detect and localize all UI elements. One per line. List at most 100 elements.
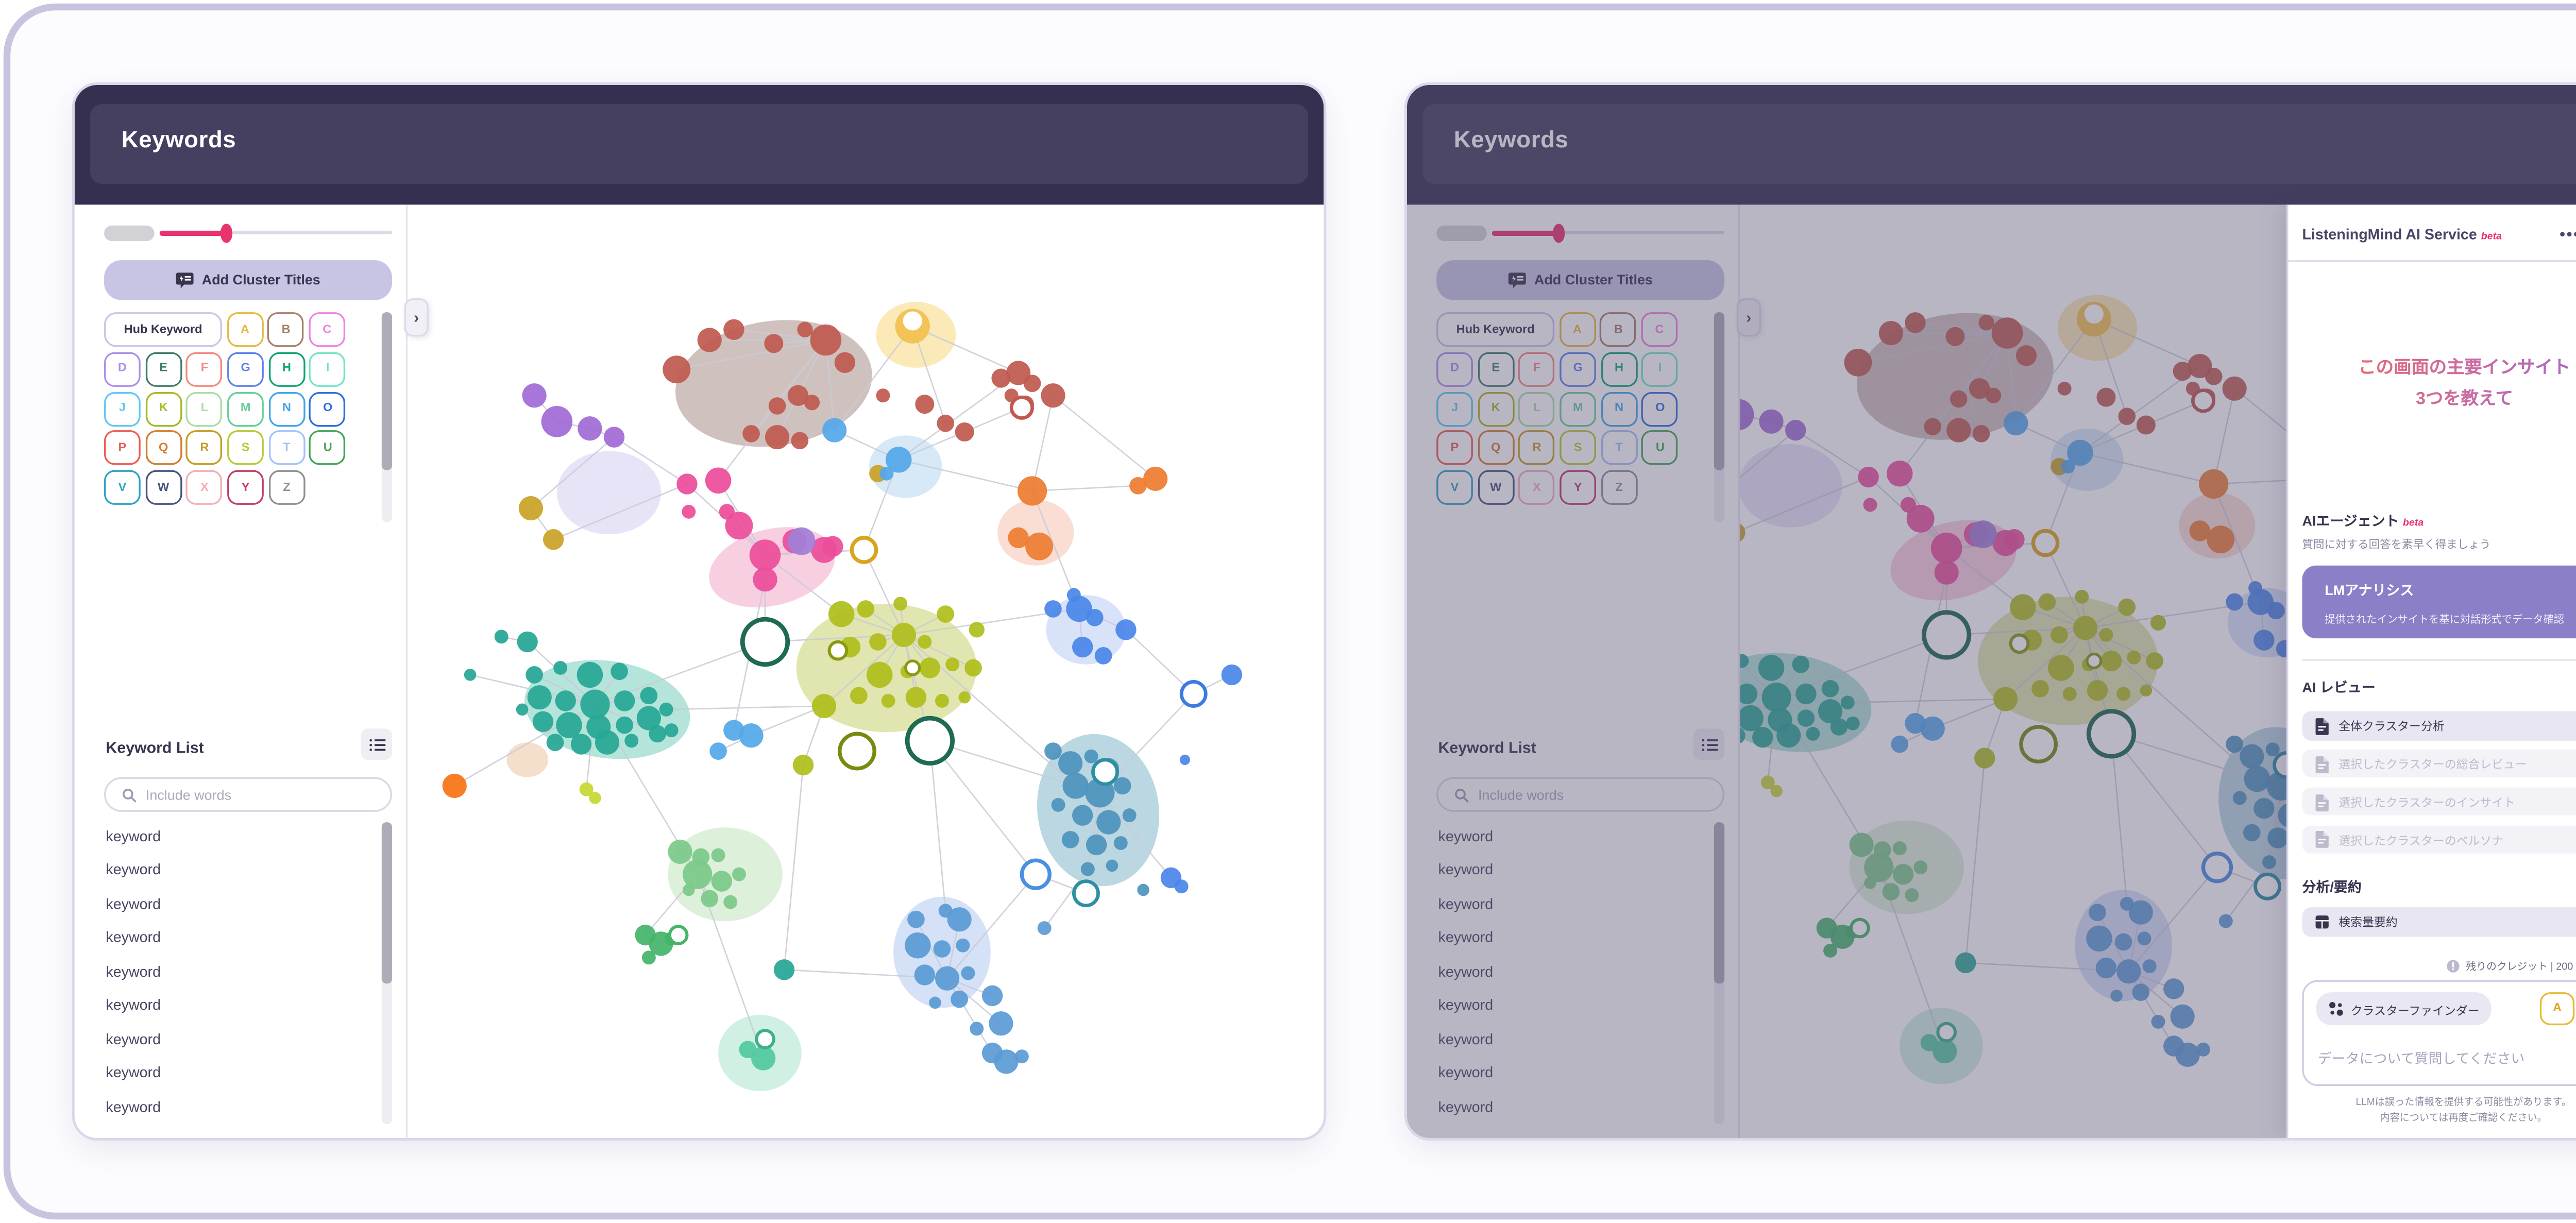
keyword-list-item[interactable]: keyword bbox=[106, 996, 161, 1014]
search-input[interactable]: Include words bbox=[1436, 777, 1725, 812]
hub-letter-chip[interactable]: H bbox=[1601, 351, 1637, 387]
hub-letter-chip[interactable]: P bbox=[1436, 431, 1473, 466]
hub-letter-chip[interactable]: O bbox=[309, 391, 346, 427]
search-volume-summary-button[interactable]: 検索量要約 bbox=[2302, 907, 2576, 936]
hub-letter-chip[interactable]: U bbox=[309, 431, 346, 466]
slider-handle[interactable] bbox=[1436, 225, 1487, 241]
more-options-button[interactable] bbox=[2559, 224, 2576, 244]
hub-letter-chip[interactable]: D bbox=[104, 351, 141, 387]
hub-letter-chip[interactable]: W bbox=[1477, 470, 1514, 505]
hub-letter-chip[interactable]: N bbox=[268, 391, 305, 427]
hub-letter-chip[interactable]: I bbox=[309, 351, 346, 387]
cluster-network-chart[interactable] bbox=[408, 205, 1324, 1138]
hub-letter-chip[interactable]: X bbox=[186, 470, 223, 505]
list-scrollbar[interactable] bbox=[1714, 822, 1724, 1125]
hub-letter-chip[interactable]: E bbox=[145, 351, 182, 387]
hub-letter-chip[interactable]: B bbox=[267, 312, 304, 347]
hub-letter-chip[interactable]: L bbox=[1518, 391, 1555, 427]
hub-letter-chip[interactable]: E bbox=[1477, 351, 1514, 387]
keyword-list-item[interactable]: keyword bbox=[106, 1064, 161, 1081]
cluster-graph-area[interactable] bbox=[1740, 205, 2287, 1138]
keyword-list-item[interactable]: keyword bbox=[106, 1030, 161, 1048]
hub-letter-chip[interactable]: G bbox=[1560, 351, 1597, 387]
hub-letter-chip[interactable]: R bbox=[186, 431, 223, 466]
cluster-network-chart[interactable] bbox=[1740, 205, 2287, 1138]
hub-letter-chip[interactable]: T bbox=[268, 431, 305, 466]
hub-letter-chip[interactable]: Y bbox=[1560, 470, 1597, 505]
hub-letter-chip[interactable]: Y bbox=[227, 470, 264, 505]
hub-letter-chip[interactable]: F bbox=[186, 351, 223, 387]
cluster-finder-chip[interactable]: クラスターファインダー bbox=[2316, 992, 2492, 1026]
slider-thumb[interactable] bbox=[220, 223, 233, 242]
hub-letter-chip[interactable]: U bbox=[1641, 431, 1679, 466]
hub-letter-chip[interactable]: D bbox=[1436, 351, 1473, 387]
chat-input-box[interactable]: クラスターファインダー A データについて質問してください bbox=[2302, 980, 2576, 1086]
lm-analysis-button[interactable]: LMアナリシス 提供されたインサイトを基に対話形式でデータ確認 bbox=[2302, 565, 2576, 639]
ai-review-item[interactable]: 全体クラスター分析 bbox=[2302, 711, 2576, 740]
keyword-list-item[interactable]: keyword bbox=[106, 962, 161, 980]
hub-letter-chip[interactable]: J bbox=[1436, 391, 1473, 427]
hub-letter-chip[interactable]: G bbox=[227, 351, 264, 387]
cluster-graph-area[interactable] bbox=[408, 205, 1324, 1138]
hub-letter-chip[interactable]: P bbox=[104, 431, 141, 466]
keyword-list-item[interactable]: keyword bbox=[1438, 928, 1494, 946]
keyword-list-item[interactable]: keyword bbox=[1438, 1097, 1494, 1115]
hub-letter-chip[interactable]: C bbox=[309, 312, 346, 347]
add-cluster-titles-button[interactable]: Add Cluster Titles bbox=[104, 260, 393, 300]
hub-letter-chip[interactable]: N bbox=[1601, 391, 1637, 427]
keyword-list-item[interactable]: keyword bbox=[1438, 1030, 1494, 1048]
hub-letter-chip[interactable]: J bbox=[104, 391, 141, 427]
hub-letter-chip[interactable]: M bbox=[1560, 391, 1597, 427]
ai-review-item[interactable]: 選択したクラスターのインサイト bbox=[2302, 787, 2576, 816]
keyword-list-item[interactable]: keyword bbox=[106, 928, 161, 946]
slider-thumb[interactable] bbox=[1552, 223, 1565, 242]
hub-letter-chip[interactable]: O bbox=[1641, 391, 1679, 427]
hub-letter-chip[interactable]: T bbox=[1601, 431, 1637, 466]
cluster-granularity-slider[interactable] bbox=[75, 205, 408, 260]
keyword-list-item[interactable]: keyword bbox=[1438, 996, 1494, 1014]
grid-scrollbar[interactable] bbox=[1714, 312, 1724, 522]
hub-letter-chip[interactable]: H bbox=[268, 351, 305, 387]
list-view-button[interactable] bbox=[1693, 728, 1725, 760]
hub-letter-chip[interactable]: V bbox=[104, 470, 141, 505]
keyword-list-item[interactable]: keyword bbox=[1438, 827, 1494, 845]
hub-letter-chip[interactable]: Z bbox=[1601, 470, 1637, 505]
keyword-list-item[interactable]: keyword bbox=[1438, 894, 1494, 912]
hub-letter-chip[interactable]: M bbox=[227, 391, 264, 427]
hub-keyword-a-chip[interactable]: A bbox=[2539, 992, 2575, 1026]
hub-letter-chip[interactable]: L bbox=[186, 391, 223, 427]
hub-letter-chip[interactable]: Q bbox=[1477, 431, 1514, 466]
hub-letter-chip[interactable]: K bbox=[1477, 391, 1514, 427]
hub-letter-chip[interactable]: A bbox=[1559, 312, 1596, 347]
hub-letter-chip[interactable]: Q bbox=[145, 431, 182, 466]
keyword-list-item[interactable]: keyword bbox=[1438, 1064, 1494, 1081]
grid-scrollbar[interactable] bbox=[381, 312, 392, 522]
hub-letter-chip[interactable]: C bbox=[1641, 312, 1678, 347]
keyword-list-item[interactable]: keyword bbox=[106, 827, 161, 845]
slider-handle[interactable] bbox=[104, 225, 155, 241]
hub-letter-chip[interactable]: F bbox=[1518, 351, 1555, 387]
add-cluster-titles-button[interactable]: Add Cluster Titles bbox=[1436, 260, 1725, 300]
hub-letter-chip[interactable]: I bbox=[1641, 351, 1679, 387]
ai-review-item[interactable]: 選択したクラスターのペルソナ bbox=[2302, 825, 2576, 854]
search-input[interactable]: Include words bbox=[104, 777, 393, 812]
cluster-granularity-slider[interactable] bbox=[1407, 205, 1740, 260]
sidebar-collapse-tab[interactable]: › bbox=[404, 298, 429, 337]
keyword-list-item[interactable]: keyword bbox=[1438, 861, 1494, 878]
hub-letter-chip[interactable]: K bbox=[145, 391, 182, 427]
list-scrollbar[interactable] bbox=[381, 822, 392, 1125]
list-view-button[interactable] bbox=[361, 728, 393, 760]
keyword-list-item[interactable]: keyword bbox=[106, 894, 161, 912]
hub-letter-chip[interactable]: S bbox=[227, 431, 264, 466]
hub-letter-chip[interactable]: V bbox=[1436, 470, 1473, 505]
hub-letter-chip[interactable]: S bbox=[1560, 431, 1597, 466]
sidebar-collapse-tab[interactable]: › bbox=[1736, 298, 1761, 337]
hub-letter-chip[interactable]: A bbox=[227, 312, 263, 347]
hub-letter-chip[interactable]: W bbox=[145, 470, 182, 505]
hub-letter-chip[interactable]: B bbox=[1600, 312, 1637, 347]
hub-letter-chip[interactable]: X bbox=[1518, 470, 1555, 505]
hub-letter-chip[interactable]: Z bbox=[268, 470, 305, 505]
hub-letter-chip[interactable]: R bbox=[1518, 431, 1555, 466]
keyword-list-item[interactable]: keyword bbox=[1438, 962, 1494, 980]
keyword-list-item[interactable]: keyword bbox=[106, 861, 161, 878]
